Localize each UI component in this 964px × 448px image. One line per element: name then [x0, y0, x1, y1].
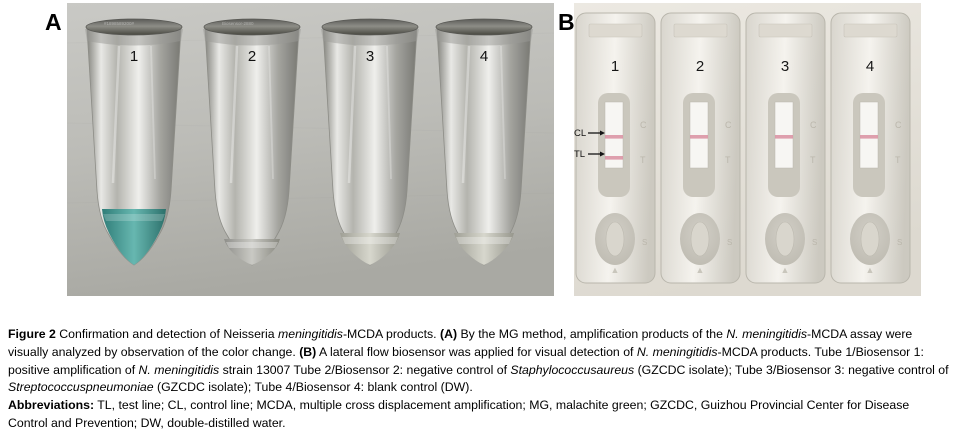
svg-text:S: S [897, 238, 902, 247]
svg-text:S: S [642, 238, 647, 247]
svg-text:C: C [725, 120, 732, 130]
svg-text:▲: ▲ [866, 265, 875, 275]
svg-text:3: 3 [366, 48, 374, 65]
svg-text:S: S [727, 238, 732, 247]
svg-text:T: T [895, 155, 901, 165]
svg-text:1: 1 [611, 58, 619, 75]
svg-text:T: T [725, 155, 731, 165]
svg-text:C: C [810, 120, 817, 130]
svg-text:1: 1 [130, 48, 138, 65]
svg-text:▲: ▲ [611, 265, 620, 275]
svg-text:S: S [812, 238, 817, 247]
svg-text:4: 4 [866, 58, 874, 75]
svg-text:TL: TL [574, 149, 585, 160]
svg-text:Biosensor-2880: Biosensor-2880 [222, 21, 254, 26]
svg-text:2: 2 [248, 48, 256, 65]
svg-text:▲: ▲ [781, 265, 790, 275]
svg-text:T: T [640, 155, 646, 165]
svg-text:▲: ▲ [696, 265, 705, 275]
svg-text:C: C [895, 120, 902, 130]
svg-text:4: 4 [480, 48, 488, 65]
svg-text:#1898589200#: #1898589200# [104, 21, 135, 26]
svg-text:2: 2 [696, 58, 704, 75]
svg-text:T: T [810, 155, 816, 165]
svg-text:CL: CL [574, 128, 586, 139]
svg-text:3: 3 [781, 58, 789, 75]
svg-text:C: C [640, 120, 647, 130]
